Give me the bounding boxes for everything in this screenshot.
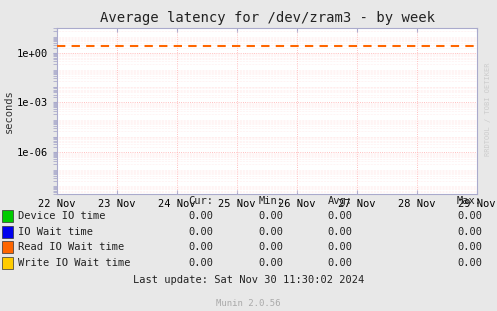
Text: 0.00: 0.00 — [258, 258, 283, 268]
Y-axis label: seconds: seconds — [4, 89, 14, 133]
Text: Avg:: Avg: — [328, 196, 353, 206]
Text: 0.00: 0.00 — [328, 242, 353, 252]
Text: 0.00: 0.00 — [258, 242, 283, 252]
Text: 0.00: 0.00 — [457, 227, 482, 237]
Text: IO Wait time: IO Wait time — [18, 227, 93, 237]
Text: Cur:: Cur: — [189, 196, 214, 206]
Text: Write IO Wait time: Write IO Wait time — [18, 258, 131, 268]
Text: 0.00: 0.00 — [258, 211, 283, 221]
Text: 0.00: 0.00 — [457, 242, 482, 252]
Text: 0.00: 0.00 — [258, 227, 283, 237]
Text: Read IO Wait time: Read IO Wait time — [18, 242, 125, 252]
Text: 0.00: 0.00 — [189, 258, 214, 268]
Text: 0.00: 0.00 — [328, 258, 353, 268]
Text: 0.00: 0.00 — [328, 227, 353, 237]
Text: Device IO time: Device IO time — [18, 211, 106, 221]
Text: Munin 2.0.56: Munin 2.0.56 — [216, 299, 281, 308]
Text: RRDTOOL / TOBI OETIKER: RRDTOOL / TOBI OETIKER — [485, 62, 491, 156]
Text: 0.00: 0.00 — [457, 211, 482, 221]
Text: Last update: Sat Nov 30 11:30:02 2024: Last update: Sat Nov 30 11:30:02 2024 — [133, 275, 364, 285]
Text: 0.00: 0.00 — [457, 258, 482, 268]
Text: 0.00: 0.00 — [189, 242, 214, 252]
Text: 0.00: 0.00 — [328, 211, 353, 221]
Text: 0.00: 0.00 — [189, 211, 214, 221]
Text: Max:: Max: — [457, 196, 482, 206]
Title: Average latency for /dev/zram3 - by week: Average latency for /dev/zram3 - by week — [99, 12, 435, 26]
Text: Min:: Min: — [258, 196, 283, 206]
Text: 0.00: 0.00 — [189, 227, 214, 237]
